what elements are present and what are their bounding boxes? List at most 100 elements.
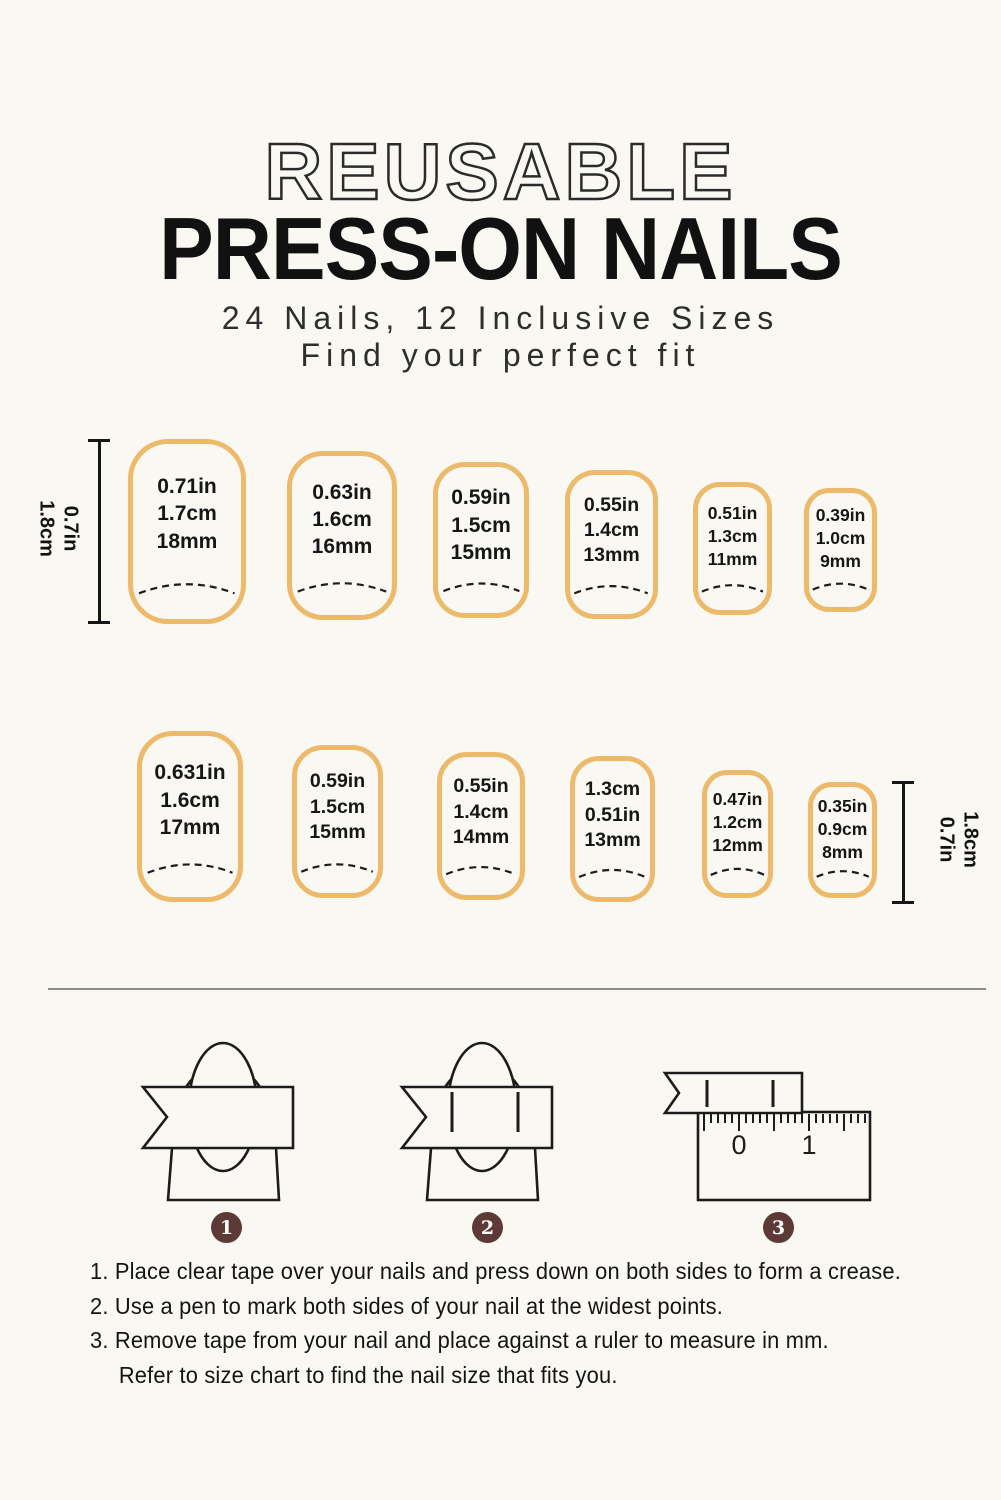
size-mm: 15mm: [309, 820, 366, 843]
step-1-badge: 1: [211, 1212, 242, 1243]
right-measure-line: [902, 782, 905, 903]
nail-size-labels: 0.51in 1.3cm 11mm: [698, 487, 767, 585]
size-mm: 16mm: [311, 535, 373, 559]
ruler-ticks: [703, 1114, 866, 1131]
size-in: 0.55in: [583, 493, 640, 516]
subtitle-line1: 24 Nails, 12 Inclusive Sizes: [221, 300, 780, 336]
size-cm: 1.3cm: [584, 778, 641, 801]
finger-tape-marked-illustration: [399, 1041, 554, 1202]
size-mm: 17mm: [159, 816, 221, 840]
step-3-badge: 3: [763, 1212, 794, 1243]
right-measure-label-in: 0.7in: [936, 816, 958, 863]
size-in: 0.631in: [154, 761, 226, 785]
instruction-step-2: 2. Use a pen to mark both sides of your …: [90, 1292, 724, 1319]
right-measure-label-cm: 1.8cm: [959, 811, 982, 868]
section-divider: [48, 988, 986, 990]
instruction-footnote: Refer to size chart to find the nail siz…: [118, 1361, 618, 1388]
right-measure-label: 1.8cm 0.7in: [934, 797, 982, 883]
finger-tape-illustration: [140, 1041, 295, 1202]
nail-size-16mm: 0.63in 1.6cm 16mm: [287, 451, 397, 620]
nail-size-labels: 0.39in 1.0cm 9mm: [809, 493, 872, 584]
nail-size-12mm: 0.47in 1.2cm 12mm: [702, 770, 773, 898]
nail-size-labels: 0.55in 1.4cm 14mm: [442, 757, 520, 867]
tape-banner: [140, 1085, 295, 1150]
size-cm: 0.9cm: [817, 819, 868, 840]
cuticle-dashed-arc: [700, 578, 765, 594]
size-cm: 1.5cm: [309, 795, 366, 818]
size-cm: 1.6cm: [312, 507, 372, 531]
nail-size-labels: 0.71in 1.7cm 18mm: [133, 444, 241, 584]
left-measure-label-cm: 1.8cm: [36, 500, 58, 557]
cuticle-dashed-arc: [441, 575, 522, 594]
cuticle-dashed-arc: [709, 862, 766, 877]
size-cm: 1.0cm: [815, 528, 866, 549]
size-mm: 11mm: [707, 548, 758, 569]
size-cm: 1.4cm: [583, 518, 640, 541]
right-measure-top-cap: [892, 781, 914, 784]
nail-size-labels: 0.35in 0.9cm 8mm: [813, 787, 872, 872]
main-title: PRESS-ON NAILS: [159, 199, 843, 298]
left-measure-bottom-cap: [88, 621, 110, 624]
size-mm: 9mm: [820, 550, 861, 571]
cuticle-dashed-arc: [444, 859, 517, 877]
cuticle-dashed-arc: [811, 577, 870, 592]
size-in: 0.59in: [309, 770, 366, 793]
subtitle-line2: Find your perfect fit: [300, 337, 701, 373]
cuticle-dashed-arc: [299, 856, 375, 875]
cuticle-dashed-arc: [145, 855, 235, 876]
right-measure-bottom-cap: [892, 901, 914, 904]
nail-size-13mm-row2: 1.3cm 0.51in 13mm: [570, 756, 655, 902]
step-2-badge: 2: [472, 1212, 503, 1243]
instructions: 1. Place clear tape over your nails and …: [90, 1258, 964, 1388]
nail-size-14mm: 0.55in 1.4cm 14mm: [437, 752, 525, 900]
size-in: 0.47in: [712, 789, 763, 810]
nail-size-8mm: 0.35in 0.9cm 8mm: [808, 782, 877, 898]
size-cm: 1.4cm: [453, 800, 509, 823]
size-mm: 12mm: [712, 834, 763, 855]
size-in: 0.35in: [817, 796, 868, 817]
size-mm: 13mm: [584, 829, 641, 852]
ruler-number-1: 1: [801, 1130, 816, 1160]
nail-size-11mm: 0.51in 1.3cm 11mm: [693, 482, 772, 615]
instruction-step-1: 1. Place clear tape over your nails and …: [90, 1258, 901, 1284]
left-measure-label-in: 0.7in: [59, 505, 82, 552]
instruction-step-3: 3. Remove tape from your nail and place …: [90, 1327, 829, 1353]
cuticle-dashed-arc: [577, 862, 648, 880]
size-in: 0.71in: [157, 475, 217, 499]
nail-size-labels: 0.63in 1.6cm 16mm: [292, 456, 392, 583]
cuticle-dashed-arc: [136, 574, 238, 597]
size-cm: 1.2cm: [712, 811, 763, 832]
size-in: 0.39in: [815, 505, 866, 526]
nail-size-labels: 0.55in 1.4cm 13mm: [570, 475, 653, 586]
size-cm: 1.3cm: [707, 525, 758, 546]
size-mm: 18mm: [156, 529, 218, 553]
size-mm: 15mm: [450, 541, 512, 565]
nail-size-15mm-row2: 0.59in 1.5cm 15mm: [292, 745, 383, 898]
tape-banner: [662, 1071, 804, 1115]
cuticle-dashed-arc: [815, 865, 870, 879]
ruler-number-0: 0: [731, 1130, 746, 1160]
size-mm: 8mm: [822, 841, 863, 862]
size-cm: 1.6cm: [160, 788, 220, 812]
nail-size-labels: 0.59in 1.5cm 15mm: [297, 750, 378, 864]
size-mm: 14mm: [452, 825, 510, 848]
tape-banner: [399, 1085, 554, 1150]
nail-size-labels: 0.59in 1.5cm 15mm: [438, 467, 524, 584]
nail-size-labels: 0.631in 1.6cm 17mm: [142, 736, 238, 865]
cuticle-dashed-arc: [295, 574, 389, 595]
nail-size-15mm-row1: 0.59in 1.5cm 15mm: [433, 462, 529, 618]
size-cm: 1.5cm: [451, 513, 511, 537]
left-measure-line: [98, 440, 101, 623]
nail-size-13mm-row1: 0.55in 1.4cm 13mm: [565, 470, 658, 619]
left-measure-top-cap: [88, 439, 110, 442]
nail-size-18mm: 0.71in 1.7cm 18mm: [128, 439, 246, 624]
nail-size-9mm: 0.39in 1.0cm 9mm: [804, 488, 877, 612]
size-in: 0.63in: [312, 480, 372, 504]
nail-size-17mm: 0.631in 1.6cm 17mm: [137, 731, 243, 902]
size-in: 0.59in: [451, 486, 511, 510]
tape-ruler-illustration: 0 1: [662, 1071, 872, 1202]
size-in: 0.51in: [584, 803, 641, 826]
size-in: 0.51in: [707, 503, 758, 524]
nail-size-labels: 0.47in 1.2cm 12mm: [707, 775, 768, 869]
